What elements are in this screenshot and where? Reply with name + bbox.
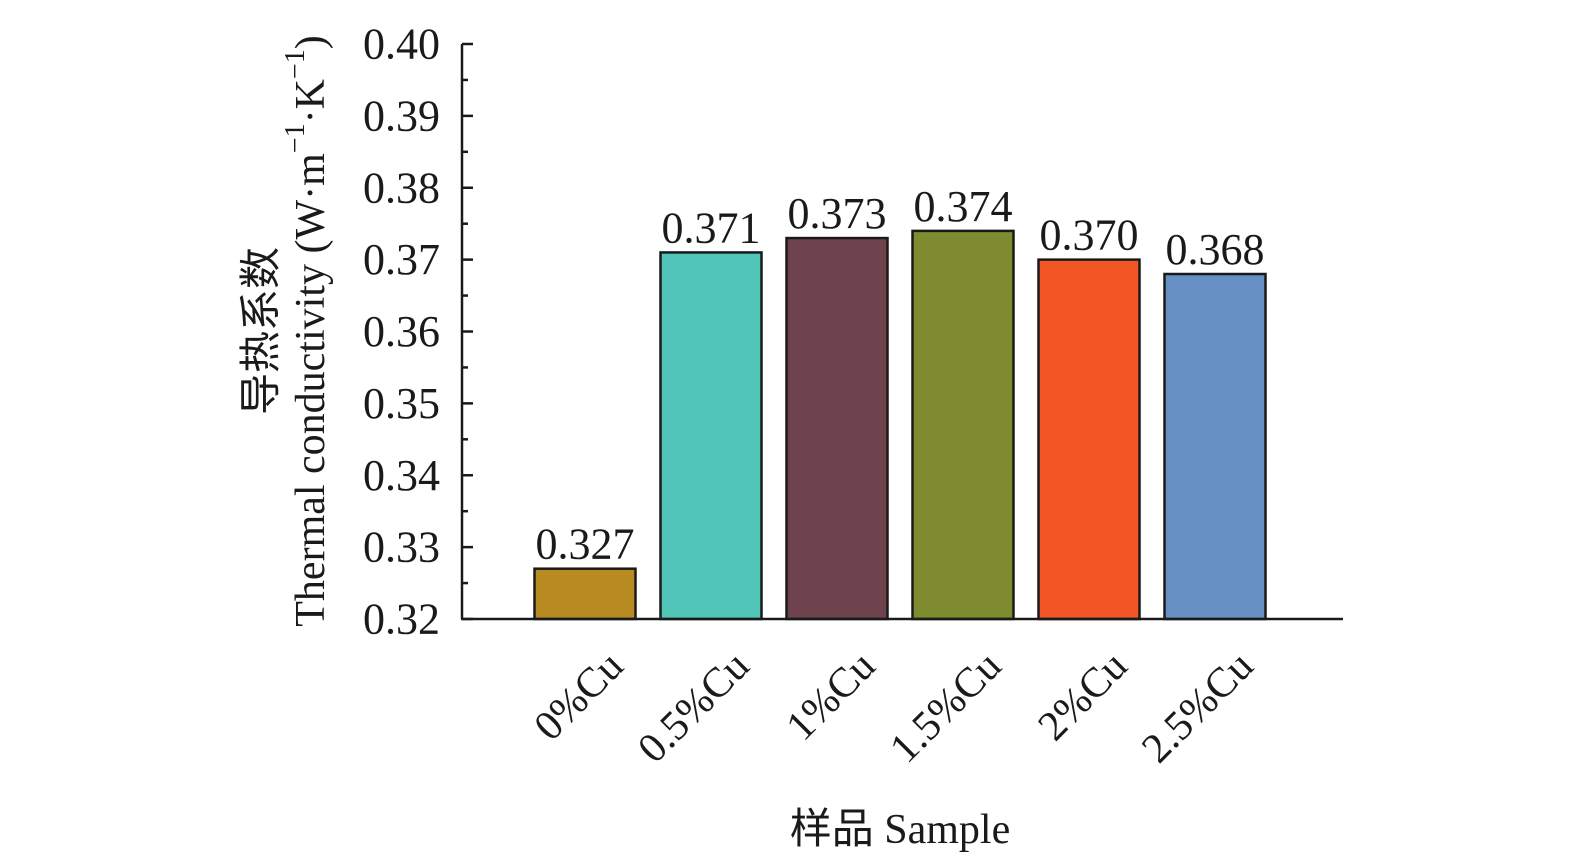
y-tick-label: 0.37 [363,235,440,284]
y-axis-label-sup1: −1 [280,123,311,153]
bar [785,236,889,621]
data-labels-group: 0.327 0.371 0.373 0.374 0.370 0.368 [536,182,1265,569]
category-label: 2.5%Cu [1133,643,1262,772]
y-tick-label: 0.32 [363,595,440,644]
y-axis-label-cn: 导热系数 [239,247,285,415]
bar-value-label: 0.368 [1166,225,1265,274]
bar [1037,258,1141,621]
y-tick-label: 0.39 [363,91,440,140]
category-label: 0.5%Cu [629,643,758,772]
y-tick-label: 0.35 [363,379,440,428]
y-axis-label-en-main: Thermal conductivity (W·m [288,153,334,627]
bar [659,251,763,621]
category-labels-group: 0%Cu0.5%Cu 1%Cu1.5%Cu 2%Cu2.5%Cu [526,643,1263,772]
bar-value-label: 0.327 [536,520,635,569]
bar-value-label: 0.374 [914,182,1013,231]
category-label: 0%Cu [526,643,633,750]
y-axis-label-end: ) [288,35,334,49]
category-label: 2%Cu [1030,643,1137,750]
bar-value-label: 0.371 [662,203,761,252]
bar [1163,272,1267,621]
y-tick-label: 0.40 [363,20,440,69]
y-tick-label: 0.36 [363,307,440,356]
y-ticks-group: 0.32 0.33 0.34 0.35 0.36 0.37 0.38 0.39 0.40 [363,20,473,644]
bar [533,567,637,621]
category-label: 1.5%Cu [881,643,1010,772]
y-tick-label: 0.33 [363,523,440,572]
y-tick-label: 0.34 [363,451,440,500]
bars-group [533,229,1267,621]
bar-value-label: 0.373 [788,189,887,238]
y-axis-label-en: Thermal conductivity (W·m−1·K−1) [280,35,334,626]
category-label: 1%Cu [778,643,885,750]
y-tick-label: 0.38 [363,163,440,212]
bar-value-label: 0.370 [1040,211,1139,260]
y-axis-label-mid: ·K [288,79,334,123]
bar [911,229,1015,621]
x-axis-label: 样品 Sample [790,807,1010,853]
y-axis-label-sup2: −1 [280,49,311,79]
